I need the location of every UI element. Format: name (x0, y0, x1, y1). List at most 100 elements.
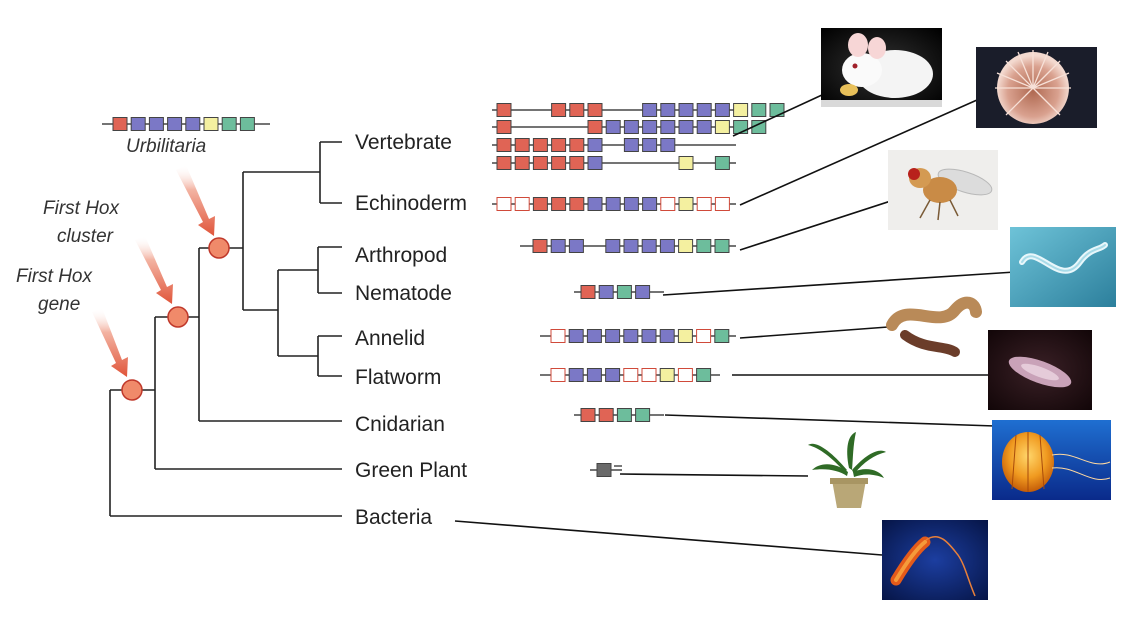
hox-gene-box (514, 156, 530, 170)
hox-gene-box (696, 368, 712, 382)
annotation-first-hox-gene-line2: gene (38, 294, 80, 315)
hox-gene-box (714, 329, 730, 343)
hox-gene-box (677, 329, 693, 343)
arrow-first-hox-gene (92, 308, 128, 377)
hox-gene-box (733, 103, 749, 117)
hox-gene-box (641, 329, 657, 343)
hox-gene-box (714, 239, 730, 253)
hox-gene-box (605, 197, 621, 211)
hox-gene-box (587, 156, 603, 170)
vertebrate-cluster-4 (492, 156, 736, 170)
hox-gene-box (587, 103, 603, 117)
hox-gene-box (605, 120, 621, 134)
hox-gene-box (623, 239, 639, 253)
hox-gene-box (496, 156, 512, 170)
hox-gene-box (696, 197, 712, 211)
hox-gene-box (714, 103, 730, 117)
taxon-label-echinoderm: Echinoderm (355, 192, 467, 215)
hox-gene-box (550, 368, 566, 382)
hox-gene-box (714, 156, 730, 170)
connector-arthropod (739, 197, 901, 251)
hox-gene-box (580, 408, 596, 422)
hox-gene-box (203, 117, 219, 131)
taxon-label-arthropod: Arthropod (355, 244, 447, 267)
arthropod-cluster (520, 239, 736, 253)
flatworm-cluster (540, 368, 720, 382)
connector-nematode (662, 271, 1016, 296)
hox-gene-box (659, 329, 675, 343)
hox-gene-box (568, 329, 584, 343)
hox-gene-box (696, 103, 712, 117)
hox-gene-box (569, 103, 585, 117)
photo-potted-plant (808, 432, 886, 508)
annotation-first-hox-gene-text: First Hox (16, 266, 94, 287)
photo-earthworm (886, 296, 982, 357)
hox-gene-box (642, 197, 658, 211)
hox-gene-box (616, 285, 632, 299)
hox-gene-box (642, 120, 658, 134)
hox-gene-box (696, 239, 712, 253)
hox-gene-box (532, 239, 548, 253)
connector-green-plant (619, 473, 809, 477)
hox-gene-box (598, 408, 614, 422)
hox-gene-box (514, 138, 530, 152)
hox-gene-box (696, 120, 712, 134)
hox-gene-box (733, 120, 749, 134)
hox-gene-box (623, 329, 639, 343)
hox-gene-box (586, 329, 602, 343)
hox-gene-box (532, 138, 548, 152)
hox-gene-box (751, 103, 767, 117)
hox-gene-box (714, 197, 730, 211)
hox-gene-box (696, 329, 712, 343)
hox-gene-box (623, 120, 639, 134)
hox-gene-box (167, 117, 183, 131)
taxon-label-cnidarian: Cnidarian (355, 413, 445, 436)
hox-gene-box (532, 156, 548, 170)
hox-gene-box (660, 197, 676, 211)
hox-gene-box (677, 368, 693, 382)
hox-gene-box (221, 117, 237, 131)
connector-cnidarian (664, 414, 996, 427)
hox-gene-box (659, 368, 675, 382)
photo-mouse (821, 28, 942, 107)
hox-gene-box (148, 117, 164, 131)
hox-gene-box (532, 197, 548, 211)
taxon-label-annelid: Annelid (355, 327, 425, 350)
arrow-first-hox-cluster (135, 236, 173, 304)
hox-gene-box (569, 197, 585, 211)
hox-gene-box (660, 120, 676, 134)
hox-gene-box (714, 120, 730, 134)
photo-fruit-fly (888, 150, 998, 230)
annotation-first-hox-cluster-text: First Hox (43, 198, 121, 219)
photo-flatworm (988, 330, 1092, 410)
arrow-urbilitaria (176, 165, 215, 236)
hox-gene-box (586, 368, 602, 382)
phylogenetic-tree (109, 141, 342, 517)
hox-gene-box (514, 197, 530, 211)
hox-gene-box (551, 138, 567, 152)
hox-gene-box (678, 120, 694, 134)
taxon-label-vertebrate: Vertebrate (355, 131, 452, 154)
hox-gene-box (623, 138, 639, 152)
hox-gene-box (587, 120, 603, 134)
hox-gene-box (635, 408, 651, 422)
hox-gene-box (580, 285, 596, 299)
hox-gene-box (550, 239, 566, 253)
hox-gene-box (239, 117, 255, 131)
echinoderm-cluster (492, 197, 736, 211)
taxon-label-flatworm: Flatworm (355, 366, 441, 389)
urbilateria-node (208, 237, 230, 259)
taxon-label-green-plant: Green Plant (355, 459, 467, 482)
hox-gene-box (568, 368, 584, 382)
first-hox-cluster-node (167, 306, 189, 328)
taxon-label-nematode: Nematode (355, 282, 452, 305)
hox-gene-box (635, 285, 651, 299)
taxon-labels: Vertebrate Echinoderm Arthropod Nematode… (355, 131, 467, 529)
green-plant-cluster (590, 463, 622, 477)
cnidarian-cluster (574, 408, 664, 422)
hox-gene-box (678, 103, 694, 117)
hox-gene-box (551, 103, 567, 117)
nematode-cluster (574, 285, 664, 299)
hox-gene-box (769, 103, 785, 117)
hox-gene-box (605, 239, 621, 253)
